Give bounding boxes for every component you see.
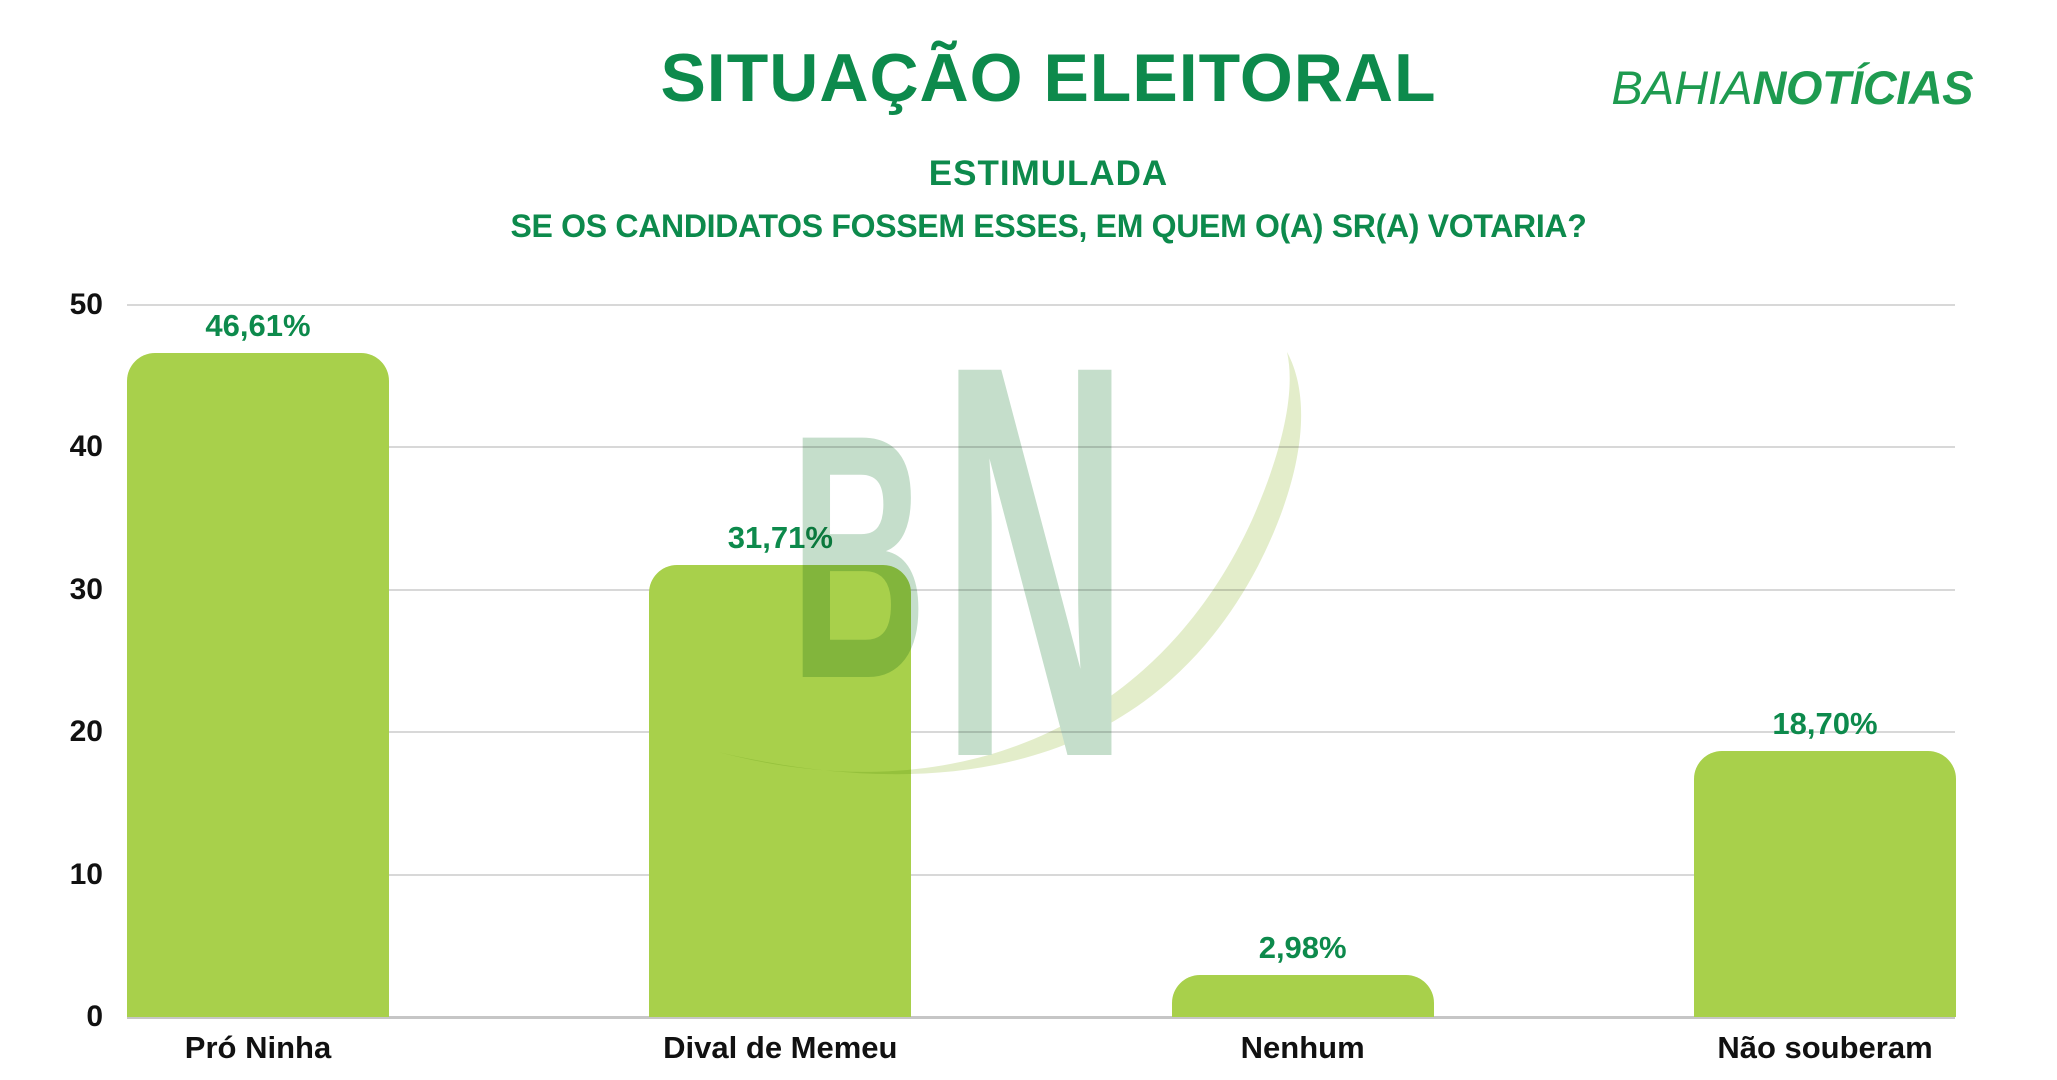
y-axis-tick-label: 40: [69, 430, 103, 464]
header: SITUAÇÃO ELEITORAL ESTIMULADA SE OS CAND…: [0, 44, 2057, 242]
logo-text-bahia: BAHIA: [1611, 61, 1753, 114]
y-axis-tick-label: 0: [86, 1000, 103, 1033]
y-axis-tick-label: 50: [69, 288, 103, 321]
y-axis-tick-label: 20: [69, 715, 103, 749]
bahia-noticias-logo: BAHIANOTÍCIAS: [1611, 64, 1973, 111]
y-axis-tick-label: 30: [69, 572, 103, 606]
gridline: [127, 588, 1955, 591]
x-category-label: Pró Ninha: [184, 1030, 332, 1065]
bar: [1171, 975, 1434, 1017]
y-axis-tick-label: 10: [69, 857, 103, 891]
gridline: [127, 446, 1955, 449]
bar: [127, 353, 389, 1017]
bar-value-label: 2,98%: [1258, 930, 1347, 965]
bar: [649, 565, 912, 1017]
logo-text-noticias: NOTÍCIAS: [1752, 61, 1973, 114]
x-category-label: Dival de Memeu: [663, 1030, 898, 1065]
bar-value-label: 31,71%: [727, 520, 833, 555]
chart-title: SITUAÇÃO ELEITORAL: [660, 40, 1437, 116]
bar-value-label: 46,61%: [205, 308, 311, 343]
survey-question: SE OS CANDIDATOS FOSSEM ESSES, EM QUEM O…: [510, 208, 1587, 244]
gridline: [127, 873, 1955, 876]
chart-subtitle: ESTIMULADA: [928, 154, 1169, 193]
x-category-label: Não souberam: [1717, 1030, 1933, 1065]
x-axis-line: [127, 1016, 1955, 1019]
gridline: [127, 304, 1955, 306]
bar-value-label: 18,70%: [1772, 706, 1878, 741]
x-category-label: Nenhum: [1240, 1030, 1365, 1065]
bar: [1694, 751, 1956, 1017]
